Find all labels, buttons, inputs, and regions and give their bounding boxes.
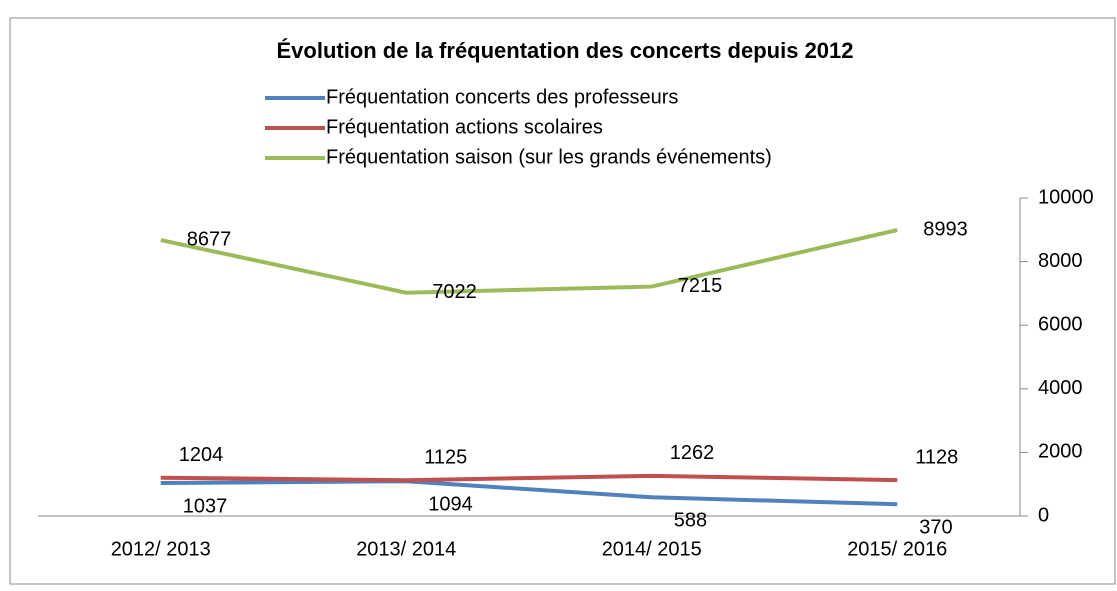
y-tick-label: 8000 <box>1038 250 1083 272</box>
data-label: 1128 <box>915 446 958 468</box>
series-line <box>160 228 898 295</box>
data-label: 8677 <box>187 228 232 250</box>
data-label: 8993 <box>923 218 968 240</box>
x-tick-label: 2015/ 2016 <box>847 538 947 560</box>
x-tick-label: 2012/ 2013 <box>111 538 211 560</box>
series-line <box>160 473 898 483</box>
data-label: 588 <box>674 510 707 532</box>
data-label: 370 <box>919 517 952 539</box>
data-label: 1262 <box>670 442 715 464</box>
legend-label: Fréquentation saison (sur les grands évé… <box>326 146 772 168</box>
data-label: 7022 <box>432 281 477 303</box>
data-label: 7215 <box>678 275 723 297</box>
series-line <box>160 479 898 507</box>
y-tick-label: 2000 <box>1038 441 1083 463</box>
legend-label: Fréquentation actions scolaires <box>326 116 603 138</box>
data-label: 1204 <box>179 444 224 466</box>
y-tick-label: 0 <box>1038 504 1049 526</box>
y-tick-label: 4000 <box>1038 377 1083 399</box>
y-tick-label: 6000 <box>1038 313 1083 335</box>
y-tick-label: 10000 <box>1038 186 1094 208</box>
data-label: 1094 <box>428 493 473 515</box>
data-label: 1037 <box>183 495 228 517</box>
chart-title: Évolution de la fréquentation des concer… <box>276 38 853 63</box>
x-tick-label: 2014/ 2015 <box>602 538 702 560</box>
legend-label: Fréquentation concerts des professeurs <box>326 86 678 108</box>
x-tick-label: 2013/ 2014 <box>356 538 456 560</box>
data-label: 1125 <box>424 447 467 469</box>
